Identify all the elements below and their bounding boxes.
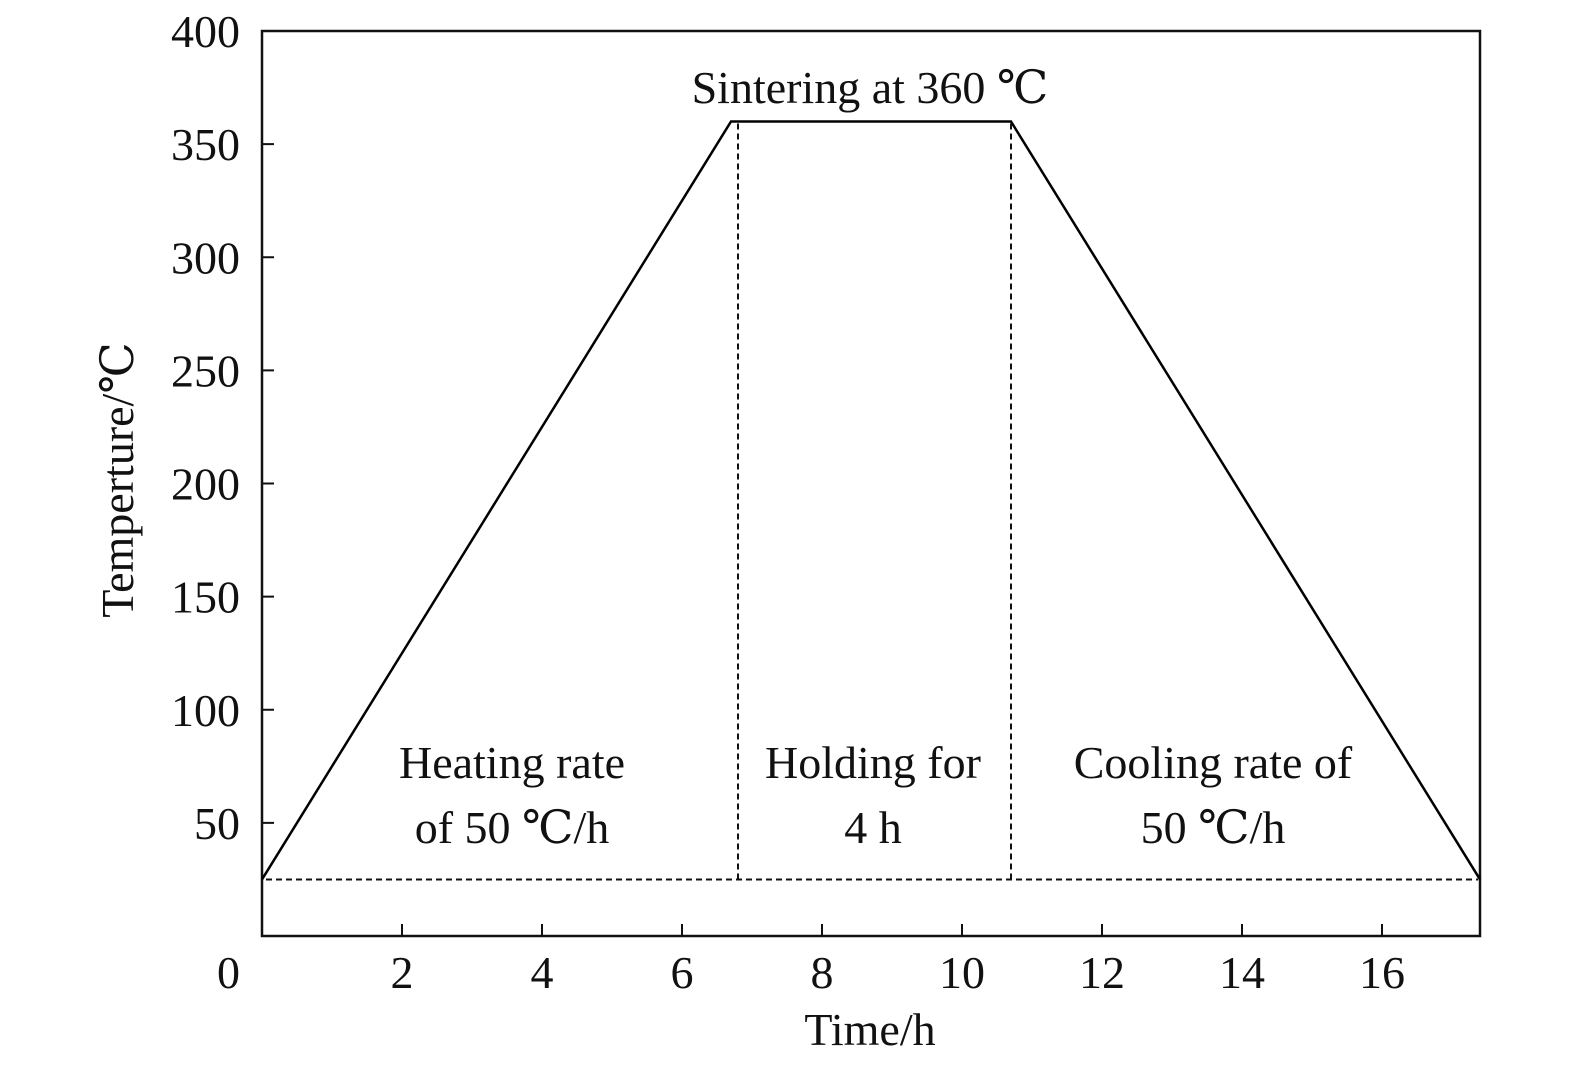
x-tick-label: 2: [391, 947, 414, 998]
y-tick-label: 200: [171, 459, 240, 510]
y-axis-title: Temperture/℃: [92, 342, 143, 618]
x-tick-label: 10: [939, 947, 985, 998]
annotation: Holding for: [765, 737, 981, 788]
annotation: Heating rate: [399, 737, 625, 788]
x-tick-label: 14: [1219, 947, 1265, 998]
y-tick-label: 300: [171, 232, 240, 283]
x-tick-label: 12: [1079, 947, 1125, 998]
annotation: 4 h: [844, 802, 902, 853]
annotation: Sintering at 360 ℃: [692, 62, 1049, 113]
x-tick-label: 6: [671, 947, 694, 998]
plot-frame: [260, 29, 1482, 938]
y-tick-label: 0: [217, 947, 240, 998]
line: [260, 120, 1482, 881]
x-axis-title: Time/h: [804, 1004, 935, 1055]
x-tick-label: 16: [1359, 947, 1405, 998]
annotation: Cooling rate of: [1074, 737, 1353, 788]
y-tick-label: 150: [171, 572, 240, 623]
y-tick-label: 350: [171, 119, 240, 170]
annotation: 50 ℃/h: [1141, 802, 1286, 853]
y-tick-label: 100: [171, 685, 240, 736]
y-tick-label: 50: [194, 798, 240, 849]
y-tick-label: 250: [171, 345, 240, 396]
annotation: of 50 ℃/h: [415, 802, 610, 853]
x-tick-label: 4: [531, 947, 554, 998]
y-tick-label: 400: [171, 6, 240, 57]
x-tick-label: 8: [811, 947, 834, 998]
